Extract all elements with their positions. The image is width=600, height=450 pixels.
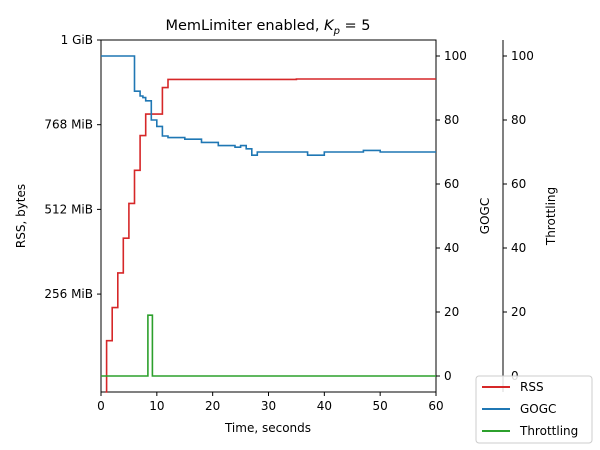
- y-axis-label-left: RSS, bytes: [14, 184, 28, 248]
- chart-title-math-sub: p: [333, 26, 340, 37]
- throttling-tick-label: 60: [511, 177, 526, 191]
- legend-label-rss: RSS: [520, 380, 544, 394]
- legend-label-throttling: Throttling: [519, 424, 578, 438]
- throttling-tick-label: 100: [511, 49, 534, 63]
- x-tick-label: 30: [261, 399, 276, 413]
- chart-title: MemLimiter enabled, Kp = 5: [165, 18, 370, 37]
- chart-title-text: MemLimiter enabled,: [165, 18, 324, 34]
- x-tick-label: 40: [317, 399, 332, 413]
- throttling-tick-label: 20: [511, 305, 526, 319]
- series-line-throttling: [101, 314, 436, 377]
- ticks-layer: 0 10 20 30 40 50 60 256 MiB 512 MiB 768 MiB 1 GiB 0…: [44, 33, 534, 413]
- series-line-rss: [105, 78, 436, 393]
- gogc-tick-label: 100: [444, 49, 467, 63]
- left-tick-label: 256 MiB: [44, 287, 93, 301]
- series-layer: [101, 55, 436, 393]
- plot-area-border: [100, 39, 437, 393]
- throttling-tick-label: 40: [511, 241, 526, 255]
- plot-frame: [100, 39, 504, 393]
- legend-box: [475, 375, 593, 444]
- series-line-gogc: [101, 55, 436, 156]
- gogc-tick-label: 0: [444, 369, 452, 383]
- x-tick-label: 0: [97, 399, 105, 413]
- x-tick-label: 50: [373, 399, 388, 413]
- gogc-tick-label: 60: [444, 177, 459, 191]
- x-tick-label: 60: [428, 399, 443, 413]
- legend: RSS GOGC Throttling: [475, 375, 593, 444]
- left-tick-label: 1 GiB: [61, 33, 93, 47]
- x-axis-label: Time, seconds: [224, 421, 311, 435]
- gogc-tick-label: 80: [444, 113, 459, 127]
- y-axis-label-gogc: GOGC: [478, 198, 492, 234]
- chart-title-math-tail: = 5: [340, 18, 371, 34]
- left-tick-label: 768 MiB: [44, 118, 93, 132]
- left-tick-label: 512 MiB: [44, 202, 93, 216]
- y-axis-label-throttling: Throttling: [544, 187, 558, 246]
- legend-label-gogc: GOGC: [520, 402, 556, 416]
- x-tick-label: 10: [149, 399, 164, 413]
- chart-title-math: K: [324, 18, 335, 34]
- gogc-tick-label: 20: [444, 305, 459, 319]
- throttling-tick-label: 80: [511, 113, 526, 127]
- gogc-tick-label: 40: [444, 241, 459, 255]
- x-tick-label: 20: [205, 399, 220, 413]
